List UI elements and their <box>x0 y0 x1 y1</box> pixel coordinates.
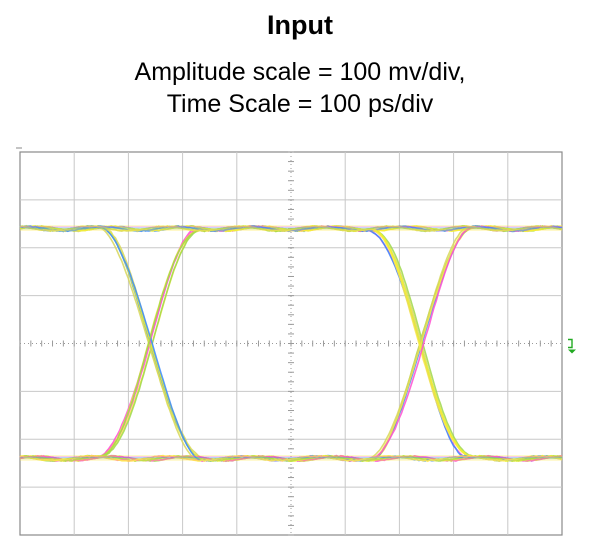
eye-trace <box>19 225 563 233</box>
grid-layer <box>19 151 563 536</box>
trigger-arrow-icon <box>568 349 576 354</box>
eye-trace <box>19 454 563 463</box>
page-title: Input <box>267 10 333 40</box>
trigger-marker-icon <box>568 338 573 349</box>
amplitude-scale-label: Amplitude scale = 100 mv/div, <box>134 58 466 86</box>
marker-layer <box>16 147 576 354</box>
time-scale-label: Time Scale = 100 ps/div <box>166 90 434 118</box>
trace-layer <box>19 224 563 463</box>
